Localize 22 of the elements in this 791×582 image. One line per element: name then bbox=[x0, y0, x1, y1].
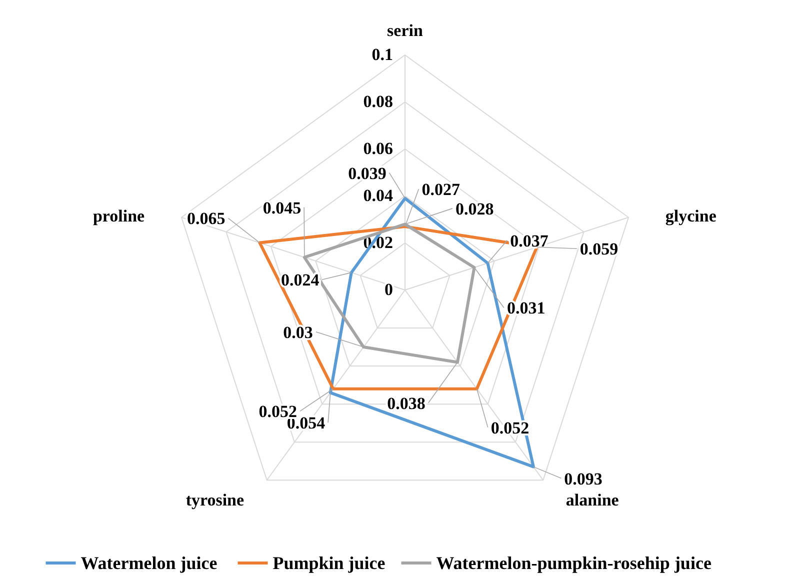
y-tick-label: 0.04 bbox=[363, 186, 394, 205]
data-label: 0.065 bbox=[186, 209, 226, 228]
y-tick-label: 0.08 bbox=[363, 92, 393, 111]
legend-label: Pumpkin juice bbox=[272, 553, 386, 573]
data-label: 0.028 bbox=[455, 199, 494, 218]
y-tick-label: 0 bbox=[384, 280, 393, 299]
data-label: 0.039 bbox=[348, 164, 386, 183]
spoke-label: serin bbox=[387, 21, 424, 40]
data-label: 0.045 bbox=[262, 198, 302, 218]
data-label: 0.024 bbox=[280, 270, 320, 290]
legend-label: Watermelon-pumpkin-rosehip juice bbox=[436, 553, 712, 573]
data-label: 0.038 bbox=[387, 394, 426, 413]
spoke-label: glycine bbox=[665, 206, 717, 226]
y-tick-label: 0.06 bbox=[363, 139, 393, 158]
data-label: 0.093 bbox=[564, 469, 602, 488]
data-label: 0.027 bbox=[422, 180, 460, 199]
legend-label: Watermelon juice bbox=[80, 553, 218, 573]
spoke-label: proline bbox=[92, 206, 146, 226]
y-tick-label: 0.1 bbox=[372, 45, 393, 64]
data-label: 0.059 bbox=[580, 240, 618, 259]
spoke-label: tyrosine bbox=[186, 490, 245, 510]
spoke-label: alanine bbox=[566, 490, 620, 510]
